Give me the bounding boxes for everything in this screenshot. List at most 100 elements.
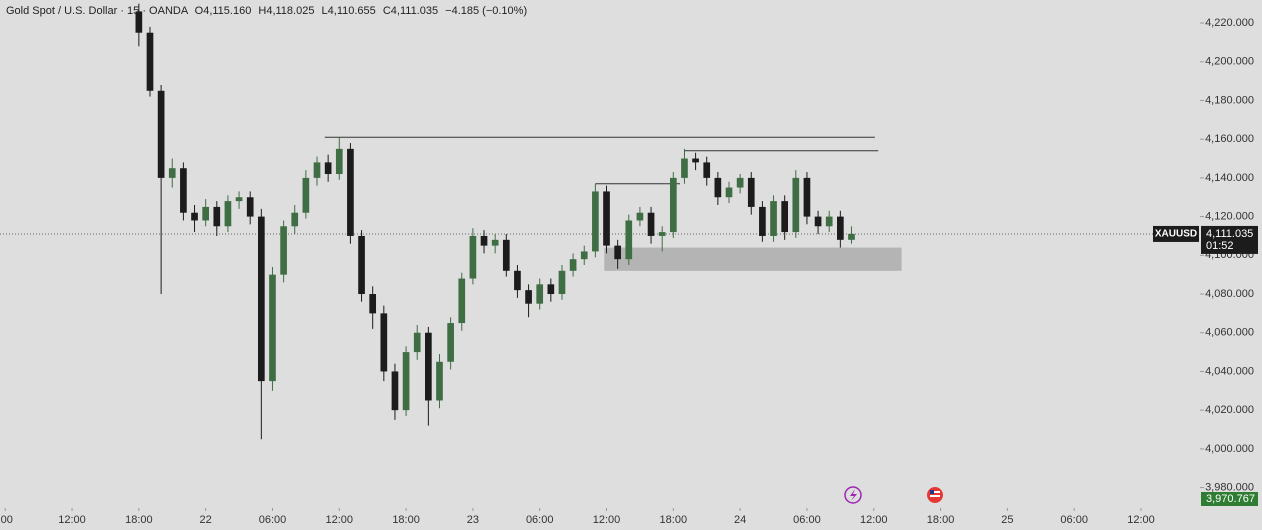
x-tick-label: 06:00 <box>526 514 554 526</box>
x-tick-label: 22 <box>200 514 212 526</box>
y-tick-label: 4,040.000 <box>1205 365 1254 377</box>
event-icon[interactable] <box>844 486 862 504</box>
candle-body <box>525 290 532 304</box>
x-tick-label: 23 <box>467 514 479 526</box>
flag-stripe <box>930 495 940 497</box>
candle-body <box>636 212 644 221</box>
candle-body <box>781 201 789 233</box>
change: −4.185 (−0.10%) <box>445 5 527 17</box>
candle-body <box>569 259 577 271</box>
candle-body <box>213 206 221 227</box>
candle-body <box>380 313 388 372</box>
symbol-box <box>1153 225 1199 242</box>
candle-body <box>747 177 755 207</box>
candle-body <box>580 251 588 260</box>
plot-area <box>0 3 1200 440</box>
candle-body <box>157 90 165 178</box>
last-price-label: 4,111.035 <box>1206 228 1253 240</box>
candle-body <box>603 191 610 246</box>
candle-body <box>458 278 466 324</box>
countdown: 01:52 <box>1206 240 1234 252</box>
candle-body <box>803 177 811 217</box>
candle-body <box>681 158 688 178</box>
low-marker-box <box>1201 492 1258 506</box>
y-tick-label: 4,120.000 <box>1205 211 1254 223</box>
candle-body <box>614 245 621 260</box>
candle-body <box>269 274 276 382</box>
candle-body <box>425 332 432 401</box>
candle-body <box>335 148 343 175</box>
candle-body <box>592 191 599 252</box>
candle-body <box>491 239 499 246</box>
symbol-title: Gold Spot / U.S. Dollar · 15 · OANDA <box>6 5 189 17</box>
candle-body <box>837 216 844 240</box>
candle-body <box>658 232 666 236</box>
candle-body <box>770 201 777 236</box>
y-tick-label: 4,060.000 <box>1205 327 1254 339</box>
x-tick-label: 18:00 <box>392 514 420 526</box>
candle-body <box>547 284 555 295</box>
candle-body <box>347 148 354 236</box>
y-tick-label: 4,080.000 <box>1205 288 1254 300</box>
candle-body <box>692 158 699 163</box>
y-tick-label: 3,980.000 <box>1205 481 1254 493</box>
candle-body <box>792 177 800 233</box>
candle-body <box>224 201 232 227</box>
candle-body <box>436 361 443 401</box>
candle-body <box>146 32 154 91</box>
candle-body <box>324 162 332 175</box>
x-tick-label: 12:00 <box>860 514 888 526</box>
x-tick-label: 18:00 <box>125 514 153 526</box>
candle-body <box>536 284 544 304</box>
candle-body <box>703 162 711 178</box>
x-tick-label: 06:00 <box>259 514 287 526</box>
candle-body <box>291 212 299 227</box>
candle-body <box>480 235 488 246</box>
candle-body <box>725 187 733 198</box>
x-tick-label: 25 <box>1001 514 1013 526</box>
candle-body <box>358 235 365 295</box>
flag-icon[interactable] <box>927 487 943 503</box>
ohlc-low: L4,110.655 <box>322 5 376 17</box>
y-tick-label: 4,220.000 <box>1205 17 1254 29</box>
candle-body <box>469 235 477 279</box>
flag-stripe <box>930 491 940 493</box>
symbol-label: XAUUSD <box>1155 229 1197 240</box>
y-tick-label: 4,180.000 <box>1205 94 1254 106</box>
y-tick-label: 4,140.000 <box>1205 172 1254 184</box>
y-tick-label: 4,200.000 <box>1205 56 1254 68</box>
last-price-box <box>1201 225 1258 254</box>
zone <box>604 247 902 271</box>
x-tick-label: 06:00 <box>793 514 821 526</box>
x-tick-label: 12:00 <box>1127 514 1155 526</box>
x-tick-label: 18:00 <box>927 514 955 526</box>
candle-body <box>280 226 287 275</box>
x-tick-label: 18:00 <box>660 514 688 526</box>
candle-body <box>313 162 321 178</box>
candle-body <box>369 294 377 314</box>
candle-body <box>447 323 454 362</box>
candle-body <box>168 168 176 178</box>
candle-body <box>814 216 822 227</box>
candle-body <box>191 212 198 221</box>
lightning <box>850 489 857 501</box>
header: Gold Spot / U.S. Dollar · 15 · OANDA O4,… <box>6 5 527 17</box>
x-tick-label: 12:00 <box>58 514 86 526</box>
x-tick-label: 24 <box>734 514 746 526</box>
ohlc-close: C4,111.035 <box>383 5 438 17</box>
candle-body <box>391 371 399 411</box>
candle-body <box>402 352 410 411</box>
x-tick-label: 12:00 <box>326 514 354 526</box>
candle-body <box>202 206 210 221</box>
event-circle <box>844 486 862 504</box>
candle-body <box>825 216 833 227</box>
flag-canton <box>930 490 934 494</box>
y-tick-label: 4,000.000 <box>1205 443 1254 455</box>
candle-body <box>714 177 722 198</box>
candle-body <box>647 212 655 236</box>
candle-body <box>135 11 143 33</box>
candle-body <box>246 197 254 217</box>
candle-body <box>257 216 265 382</box>
